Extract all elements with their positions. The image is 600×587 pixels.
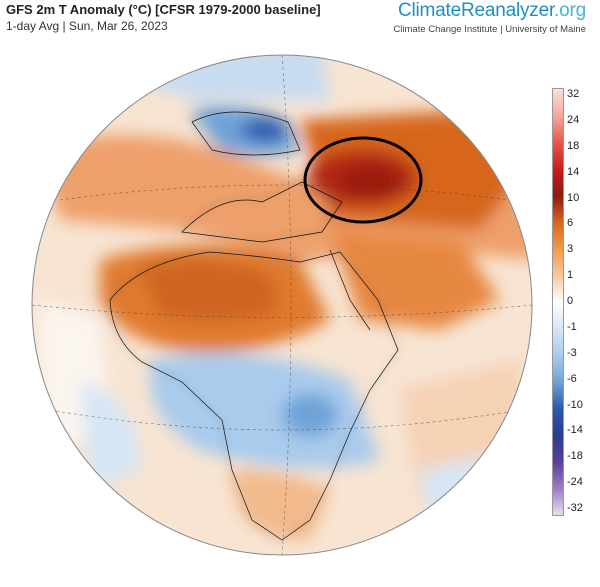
colorbar-tick-label: -3 [567,346,577,359]
colorbar-tick-label: 3 [567,243,574,256]
colorbar-tick-label: 6 [567,217,574,230]
map-subtitle: 1-day Avg | Sun, Mar 26, 2023 [6,19,168,33]
coastline-lines [109,111,399,541]
colorbar-tick-label: -24 [567,476,583,489]
brand-logo[interactable]: ClimateReanalyzer.org [398,0,586,22]
colorbar-tick-label: 10 [567,191,580,204]
brand-affiliation: Climate Change Institute | University of… [393,24,586,35]
anomaly-field [40,55,532,540]
colorbar [552,88,564,516]
brand-name: ClimateReanalyzer [397,0,555,21]
colorbar-tick-label: 1 [567,269,574,282]
map-title: GFS 2m T Anomaly (°C) [CFSR 1979-2000 ba… [6,2,321,17]
colorbar-tick-label: -18 [567,450,583,463]
colorbar-tick-label: -6 [567,372,577,385]
hotspot-circle [303,136,423,224]
colorbar-tick-label: 14 [567,165,580,178]
brand-suffix: .org [554,0,586,21]
graticule [32,55,532,555]
colorbar-tick-label: 32 [567,88,580,100]
colorbar-tick-label: 0 [567,295,574,307]
colorbar-tick-label: -32 [567,502,583,514]
colorbar-tick-label: -1 [567,320,577,333]
colorbar-tick-label: -10 [567,398,583,411]
colorbar-tick-label: 24 [567,113,580,126]
colorbar-tick-label: 18 [567,139,580,152]
colorbar-tick-label: -14 [567,424,583,437]
globe-outline [31,54,533,556]
